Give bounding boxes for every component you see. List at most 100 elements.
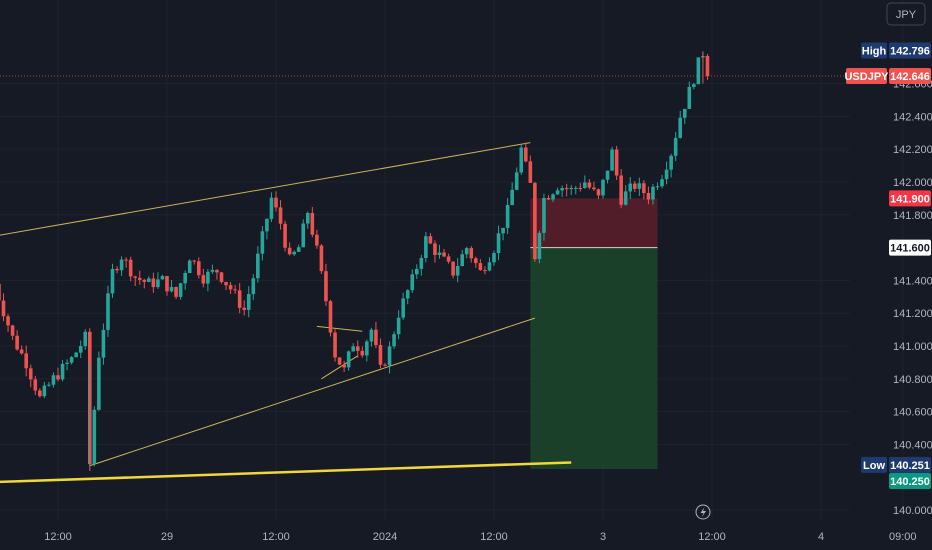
- candle-body: [47, 384, 51, 386]
- candle-body: [128, 259, 133, 277]
- candle-body: [505, 205, 510, 228]
- candle-body: [564, 188, 569, 190]
- candle-body: [337, 357, 342, 365]
- candles: [0, 51, 710, 472]
- candle-body: [224, 282, 228, 286]
- candle-body: [92, 409, 97, 465]
- candle-body: [528, 161, 533, 183]
- y-tick-label: 142.000: [893, 177, 932, 189]
- position-boxes: [530, 198, 658, 469]
- candle-body: [437, 252, 442, 256]
- candle-body: [478, 263, 483, 271]
- candle-body: [210, 269, 215, 272]
- low-label-text: Low: [863, 460, 885, 472]
- candle-body: [106, 293, 110, 330]
- candle-body: [678, 117, 683, 138]
- currency-button[interactable]: JPY: [886, 2, 926, 26]
- candle-body: [215, 269, 219, 273]
- candle-body: [501, 227, 505, 234]
- candle-body: [360, 350, 365, 356]
- trendlines: [0, 142, 572, 484]
- candle-body: [546, 197, 551, 200]
- candle-body: [101, 329, 106, 358]
- candle-body: [705, 56, 710, 77]
- candle-body: [228, 285, 233, 290]
- candle-body: [578, 187, 583, 189]
- candle-body: [496, 233, 501, 254]
- candle-body: [33, 379, 38, 391]
- candle-body: [119, 259, 124, 271]
- y-tick-label: 141.400: [893, 275, 932, 287]
- candle-body: [469, 248, 474, 259]
- target-price-label-bg: [889, 473, 931, 489]
- candle-body: [305, 212, 310, 224]
- y-tick-label: 142.400: [893, 111, 932, 123]
- x-tick-label: 2024: [373, 531, 397, 543]
- candle-body: [374, 329, 378, 346]
- candle-body: [619, 175, 623, 205]
- candle-body: [192, 260, 197, 262]
- y-tick-label: 141.000: [893, 341, 932, 353]
- stop-price-label: 141.900: [889, 190, 931, 207]
- candle-body: [183, 273, 187, 284]
- candle-body: [201, 275, 206, 284]
- candle-body: [242, 307, 247, 310]
- candle-body: [169, 286, 174, 292]
- candle-body: [274, 197, 278, 208]
- x-axis[interactable]: 12:00 29 12:00 2024 12:00 3 12:00 4 09:00: [44, 531, 916, 543]
- x-tick-label: 29: [161, 531, 173, 543]
- low-value-bg: [889, 456, 931, 473]
- candle-body: [292, 251, 296, 255]
- lightning-icon[interactable]: [695, 504, 711, 520]
- candle-body: [642, 183, 646, 193]
- low-label-bg: [861, 456, 887, 473]
- candle-body: [151, 278, 156, 288]
- candle-body: [237, 290, 242, 308]
- candle-body: [56, 375, 60, 380]
- candle-body: [310, 212, 315, 235]
- candle-body: [206, 271, 210, 284]
- candle-body: [187, 260, 192, 274]
- y-tick-label: 140.800: [893, 374, 932, 386]
- y-axis[interactable]: 142.600142.400142.200142.000141.800141.4…: [893, 79, 932, 517]
- candle-body: [514, 172, 519, 190]
- candle-body: [133, 276, 138, 278]
- candle-body: [296, 247, 301, 252]
- candle-body: [328, 301, 333, 333]
- candle-body: [346, 351, 351, 368]
- last-price-value-bg: [889, 68, 931, 85]
- candle-body: [587, 182, 592, 188]
- candle-body: [15, 335, 19, 350]
- candle-body: [251, 278, 256, 295]
- candle-body: [38, 390, 42, 397]
- candle-body: [433, 243, 437, 256]
- candle-body: [510, 189, 514, 206]
- y-tick-label: 140.400: [893, 439, 932, 451]
- candle-body: [651, 186, 655, 200]
- high-label-text: High: [862, 45, 887, 57]
- y-tick-label: 141.800: [893, 210, 932, 222]
- candle-body: [256, 253, 260, 279]
- entry-price-label: 141.600: [889, 239, 931, 256]
- candle-body: [569, 187, 574, 190]
- stop-price-label-bg: [889, 190, 931, 207]
- candle-body: [410, 274, 415, 291]
- trendline: [0, 461, 572, 484]
- candle-body: [301, 223, 306, 248]
- high-label-bg: [861, 42, 887, 59]
- candle-body: [632, 183, 637, 189]
- candle-body: [610, 149, 614, 171]
- candle-body: [487, 262, 492, 271]
- candle-body: [523, 147, 528, 162]
- candle-body: [692, 84, 696, 87]
- candle-body: [365, 341, 369, 356]
- candle-body: [555, 190, 560, 195]
- low-label: Low: [861, 456, 887, 473]
- candle-body: [74, 352, 78, 358]
- x-tick-label: 12:00: [698, 531, 726, 543]
- candle-body: [669, 155, 673, 170]
- candle-body: [369, 329, 374, 342]
- trendline: [321, 355, 359, 380]
